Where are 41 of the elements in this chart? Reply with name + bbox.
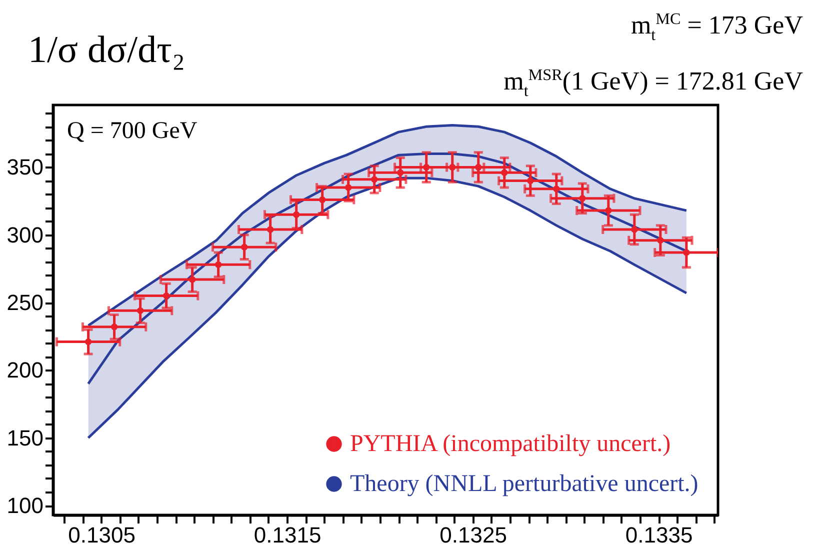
y-tick-label: 100 <box>6 493 44 518</box>
point <box>240 244 248 250</box>
point <box>188 276 196 283</box>
point <box>501 169 508 176</box>
y-tick-label: 150 <box>6 425 44 450</box>
text: m$_{t}$$^{MSR}$(1 GeV) = 172.81 GeV <box>504 66 803 102</box>
text: m$_{t}$$^{MC}$ = 173 GeV <box>630 10 803 46</box>
point <box>292 211 300 218</box>
x-tick-label: 0.1325 <box>440 522 507 548</box>
point <box>423 164 430 171</box>
point <box>657 236 664 244</box>
x-tick-label: 0.1335 <box>625 522 693 548</box>
x-tick-label: 0.1315 <box>254 522 322 548</box>
point <box>527 177 534 184</box>
point <box>266 226 274 233</box>
point <box>449 164 456 171</box>
point <box>631 226 638 233</box>
point <box>397 169 404 176</box>
point <box>579 195 586 202</box>
point <box>683 249 690 256</box>
point <box>553 186 560 192</box>
point <box>110 324 118 330</box>
point <box>318 196 326 204</box>
y-tick-label: 300 <box>6 222 44 248</box>
point <box>136 307 144 314</box>
line-series <box>87 124 688 327</box>
point <box>605 207 612 214</box>
legend-label: Theory (NNLL perturbative uncert.) <box>350 471 698 497</box>
y-tick-label: 350 <box>6 154 44 180</box>
legend-label: PYTHIA (incompatibilty uncert.) <box>350 431 671 457</box>
annotation: Q = 700 GeV <box>67 118 198 144</box>
point <box>475 164 482 171</box>
y-tick-label: 250 <box>6 290 44 316</box>
x-tick-label: 0.1305 <box>68 522 136 548</box>
point <box>344 184 352 191</box>
y-tick-label: 200 <box>6 358 44 383</box>
point <box>162 292 170 300</box>
point <box>84 338 92 346</box>
point <box>214 261 222 268</box>
y-axis-title: 1/σ dσ/dτ₂ <box>28 28 186 72</box>
point <box>371 176 378 183</box>
